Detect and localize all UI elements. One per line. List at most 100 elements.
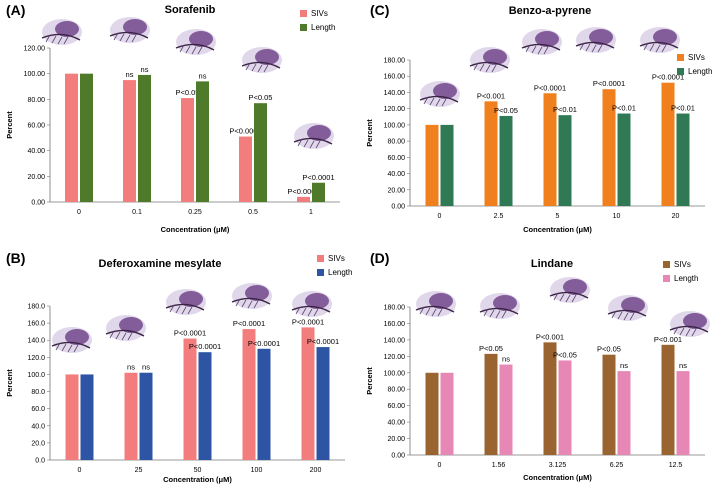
y-tick-label: 120.0 <box>27 355 45 362</box>
y-axis-label: Percent <box>5 369 14 397</box>
embryo-image <box>479 293 520 319</box>
legend-label: SIVs <box>674 260 691 269</box>
chart-deferoxamine: Deferoxamine mesylate 0.0 20.0 40.0 60.0 80.0… <box>5 254 352 484</box>
panel-label: (C) <box>370 2 390 18</box>
y-tick-label: 0.00 <box>31 200 45 207</box>
y-tick-label: 20.00 <box>387 436 405 443</box>
legend-label: SIVs <box>311 9 328 18</box>
x-tick-label: 25 <box>135 467 143 474</box>
embryo-image <box>469 47 510 73</box>
significance-label: P<0.0001 <box>292 317 324 326</box>
legend-swatch <box>300 24 307 31</box>
y-tick-label: 80.00 <box>387 139 405 146</box>
bar-sivs <box>543 93 557 206</box>
x-tick-label: 50 <box>194 467 202 474</box>
y-tick-label: 80.00 <box>387 387 405 394</box>
y-tick-label: 100.00 <box>384 122 406 129</box>
x-tick-label: 6.25 <box>610 462 624 469</box>
panel-deferoxamine: (B) Deferoxamine mesylate 0.0 20.0 40.0 60.0… <box>0 244 360 488</box>
panel-lindane: (D) Lindane 0.00 20.00 40.00 60.00 80.00 100.0… <box>360 244 720 488</box>
chart-lindane: Lindane 0.00 20.00 40.00 60.00 80.00 100.00 120… <box>365 258 710 482</box>
chart-title: Benzo-a-pyrene <box>509 5 592 17</box>
x-tick-label: 0 <box>438 213 442 220</box>
y-tick-label: 40.00 <box>387 171 405 178</box>
significance-label: P<0.0001 <box>307 337 339 346</box>
x-tick-label: 1 <box>309 209 313 216</box>
bar-sivs <box>425 372 439 455</box>
panel-label: (A) <box>6 2 26 18</box>
bar-length <box>499 364 513 455</box>
bar-length <box>198 352 212 460</box>
embryo-image <box>41 19 82 45</box>
x-tick-label: 12.5 <box>669 462 683 469</box>
legend-swatch <box>677 54 684 61</box>
y-tick-label: 20.0 <box>31 440 45 447</box>
legend-label: SIVs <box>688 53 705 62</box>
y-tick-label: 60.00 <box>387 155 405 162</box>
x-tick-label: 20 <box>672 213 680 220</box>
x-axis-label: Concentration (μM) <box>161 225 230 234</box>
chart-benzo-a-pyrene: Benzo-a-pyrene 0.00 20.00 40.00 60.00 80.00 10… <box>365 5 712 234</box>
bar-sivs <box>181 98 194 202</box>
y-tick-label: 120.00 <box>384 106 406 113</box>
x-axis-label: Concentration (μM) <box>163 475 232 484</box>
x-tick-label: 1.56 <box>492 462 506 469</box>
y-tick-label: 100.00 <box>24 71 46 78</box>
bar-length <box>312 182 325 202</box>
bar-sivs <box>183 338 197 460</box>
y-tick-label: 20.00 <box>387 187 405 194</box>
y-tick-label: 60.0 <box>31 406 45 413</box>
bar-sivs <box>425 124 439 206</box>
y-axis-label: Percent <box>365 119 374 147</box>
y-tick-label: 160.0 <box>27 321 45 328</box>
bar-length <box>440 372 454 455</box>
y-tick-label: 40.0 <box>31 423 45 430</box>
bar-sivs <box>484 101 498 206</box>
x-tick-label: 200 <box>310 467 322 474</box>
significance-label: ns <box>142 363 150 372</box>
y-tick-label: 80.0 <box>31 389 45 396</box>
embryo-image <box>291 291 332 317</box>
x-tick-label: 0.25 <box>188 209 202 216</box>
significance-label: P<0.0001 <box>248 339 280 348</box>
y-tick-label: 100.00 <box>384 370 406 377</box>
significance-label: P<0.0001 <box>593 79 625 88</box>
y-tick-label: 180.0 <box>27 304 45 311</box>
legend-label: Length <box>328 268 352 277</box>
y-tick-label: 60.00 <box>27 123 45 130</box>
significance-label: ns <box>199 71 207 80</box>
bar-sivs <box>65 374 79 460</box>
significance-label: P<0.0001 <box>229 127 261 136</box>
y-tick-label: 40.00 <box>27 148 45 155</box>
significance-label: P<0.01 <box>612 104 636 113</box>
x-tick-label: 0 <box>78 467 82 474</box>
embryo-image <box>669 311 710 337</box>
embryo-image <box>639 27 680 53</box>
x-tick-label: 5 <box>556 213 560 220</box>
x-tick-label: 0 <box>438 462 442 469</box>
y-tick-label: 0.0 <box>35 458 45 465</box>
legend-label: Length <box>311 23 335 32</box>
x-tick-label: 0.5 <box>248 209 258 216</box>
bar-length <box>558 115 572 206</box>
y-tick-label: 120.00 <box>384 354 406 361</box>
bar-length <box>196 81 209 202</box>
legend-swatch <box>317 269 324 276</box>
embryo-image <box>293 123 334 149</box>
y-tick-label: 140.0 <box>27 338 45 345</box>
bar-sivs <box>602 89 616 206</box>
y-tick-label: 180.00 <box>384 305 406 312</box>
significance-label: ns <box>127 363 135 372</box>
bar-sivs <box>484 353 498 455</box>
embryo-image <box>175 29 216 55</box>
y-tick-label: 60.00 <box>387 403 405 410</box>
chart-sorafenib: Sorafenib 0.00 20.00 40.00 60.00 80.00 100.00 1… <box>5 4 340 234</box>
significance-label: P<0.0001 <box>534 83 566 92</box>
legend-swatch <box>317 255 324 262</box>
significance-label: P<0.05 <box>494 106 518 115</box>
significance-label: P<0.0001 <box>652 73 684 82</box>
bar-length <box>316 347 330 460</box>
significance-label: P<0.001 <box>654 335 682 344</box>
x-axis-label: Concentration (μM) <box>523 473 592 482</box>
chart-title: Lindane <box>531 258 573 270</box>
